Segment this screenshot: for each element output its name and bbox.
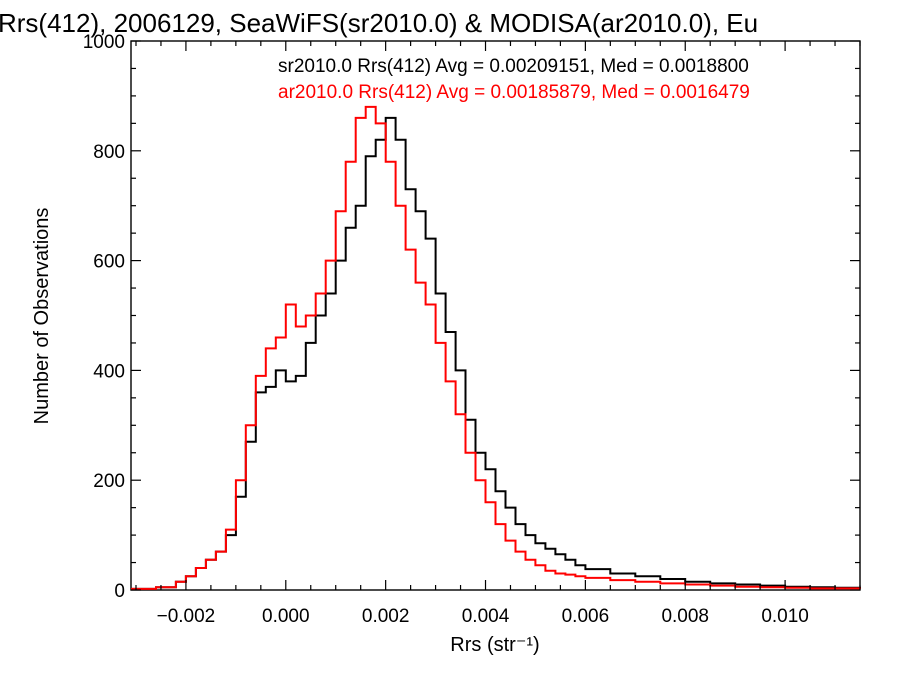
series-line-ar2010 [131,105,861,590]
y-tick-label: 400 [93,361,125,382]
y-tick-label: 800 [93,142,125,163]
x-tick-label: 0.008 [661,606,709,627]
y-tick-label: 600 [93,252,125,273]
x-tick-label: 0.006 [562,606,610,627]
x-tick-label: 0.004 [462,606,510,627]
y-tick-label: 0 [114,581,125,602]
legend-entry-sr2010: sr2010.0 Rrs(412) Avg = 0.00209151, Med … [278,56,749,77]
x-tick-label: 0.002 [362,606,410,627]
y-tick-label: 1000 [83,32,125,53]
series-layer [131,105,861,590]
legend-entry-ar2010: ar2010.0 Rrs(412) Avg = 0.00185879, Med … [278,82,750,103]
x-axis-label: Rrs (str⁻¹) [450,634,539,656]
chart-title: Rrs(412), 2006129, SeaWiFS(sr2010.0) & M… [0,8,758,38]
tick-layer: −0.002 0.000 0.002 0.004 0.006 0.008 0.010 0 200… [83,32,861,627]
x-tick-label: −0.002 [157,606,216,627]
y-axis-label: Number of Observations [31,208,53,425]
y-tick-label: 200 [93,471,125,492]
x-tick-label: 0.010 [761,606,809,627]
x-tick-label: 0.000 [262,606,310,627]
